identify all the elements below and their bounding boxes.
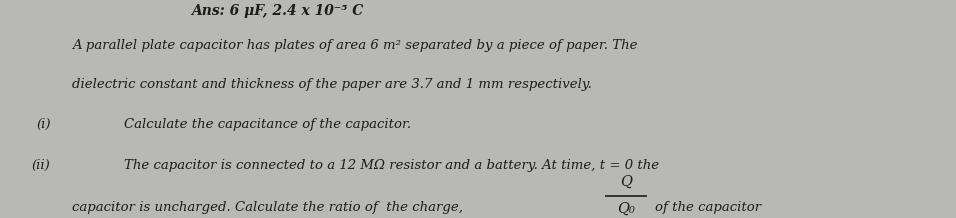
Text: Ans: 6 μF, 2.4 x 10⁻⁵ C: Ans: 6 μF, 2.4 x 10⁻⁵ C bbox=[191, 4, 363, 18]
Text: A parallel plate capacitor has plates of area 6 m² separated by a piece of paper: A parallel plate capacitor has plates of… bbox=[72, 39, 638, 52]
Text: Calculate the capacitance of the capacitor.: Calculate the capacitance of the capacit… bbox=[124, 118, 411, 131]
Text: Q₀: Q₀ bbox=[618, 202, 635, 216]
Text: of the capacitor: of the capacitor bbox=[655, 201, 761, 214]
Text: (i): (i) bbox=[36, 118, 51, 131]
Text: The capacitor is connected to a 12 MΩ resistor and a battery. At time, t = 0 the: The capacitor is connected to a 12 MΩ re… bbox=[124, 159, 660, 172]
Text: capacitor is uncharged. Calculate the ratio of  the charge,: capacitor is uncharged. Calculate the ra… bbox=[72, 201, 463, 214]
Text: (ii): (ii) bbox=[32, 159, 51, 172]
Text: Q: Q bbox=[620, 174, 632, 188]
Text: dielectric constant and thickness of the paper are 3.7 and 1 mm respectively.: dielectric constant and thickness of the… bbox=[72, 78, 592, 92]
